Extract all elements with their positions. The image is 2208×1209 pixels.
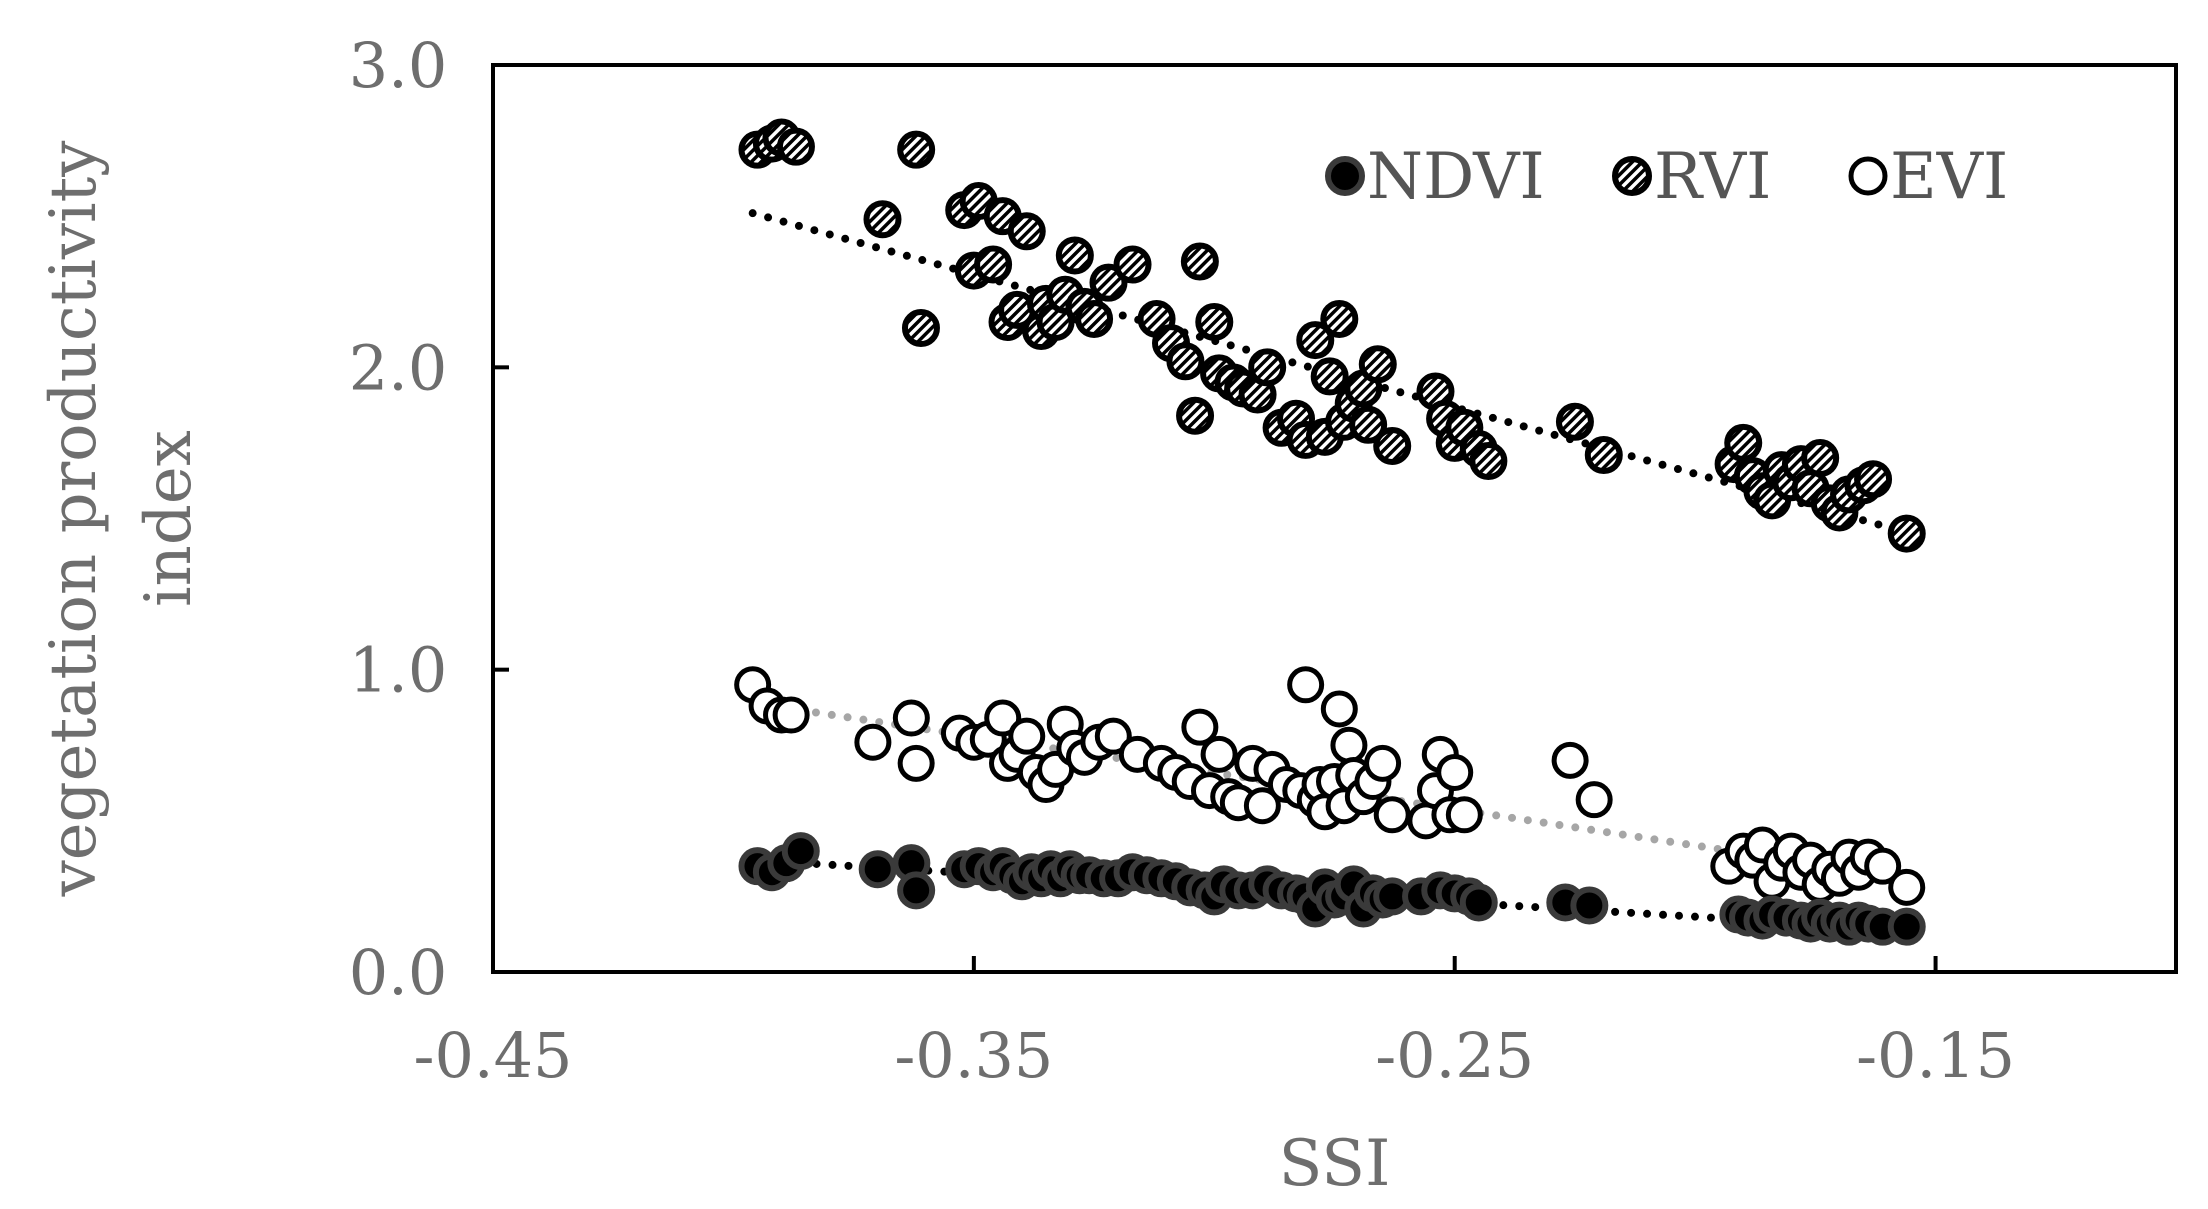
data-point-rvi [897,130,936,169]
legend-label-ndvi: NDVI [1367,140,1545,214]
data-point-evi [1575,781,1613,819]
x-tick-label: -0.35 [894,1019,1053,1092]
data-point-rvi [1887,514,1926,553]
axis-ticks: -0.45 -0.35 -0.25 -0.15 0.0 1.0 2.0 3.0 [349,29,2015,1092]
data-point-ndvi [858,850,897,889]
x-tick-label: -0.25 [1375,1019,1534,1092]
legend-marker-rvi [1612,156,1652,196]
data-point-ndvi [897,871,936,910]
data-point-rvi [1469,442,1508,481]
x-tick-label: -0.45 [414,1019,573,1092]
data-point-evi [897,744,935,782]
data-point-ndvi [1570,886,1609,925]
data-point-rvi [1373,426,1412,465]
legend-label-rvi: RVI [1654,140,1771,214]
data-point-rvi [1358,345,1397,384]
data-point-rvi [1854,460,1893,499]
data-point-evi [1364,744,1402,782]
plot-area-frame [491,63,2178,974]
data-point-rvi [1176,396,1215,435]
data-point-evi [1243,787,1281,825]
legend-marker-evi [1848,156,1888,196]
data-point-evi [1008,717,1046,755]
data-point-rvi [1349,405,1388,444]
data-point-evi [772,696,810,734]
data-point-rvi [1195,302,1234,341]
data-point-evi [1200,735,1238,773]
y-tick-label: 1.0 [349,634,448,707]
data-point-rvi [1320,299,1359,338]
x-axis-title: SSI [1279,1127,1391,1201]
data-point-evi [984,699,1022,737]
legend: NDVI RVI EVI [1325,140,2008,214]
data-point-evi [1436,753,1474,791]
data-point-evi [1888,868,1926,906]
x-tick-label: -0.15 [1856,1019,2015,1092]
y-tick-label: 2.0 [349,331,448,404]
data-point-rvi [901,309,940,348]
data-point-rvi [863,200,902,239]
legend-label-evi: EVI [1890,140,2008,214]
data-point-rvi [1801,439,1840,478]
data-point-rvi [1055,236,1094,275]
data-point-evi [1287,666,1325,704]
data-point-rvi [1724,423,1763,462]
data-point-evi [1864,847,1902,885]
data-point-rvi [1166,342,1205,381]
data-point-evi [1330,726,1368,764]
data-point-evi [892,699,930,737]
data-point-rvi [1310,357,1349,396]
data-point-rvi [1180,242,1219,281]
y-tick-label: 3.0 [349,29,448,102]
data-point-rvi [1296,321,1335,360]
data-point-rvi [1075,299,1114,338]
data-point-evi [1094,717,1132,755]
data-point-rvi [1248,348,1287,387]
series-rvi [738,118,1926,553]
y-axis-title-line-2: index [132,430,206,607]
data-point-evi [1445,796,1483,834]
legend-marker-ndvi [1325,156,1365,196]
data-point-rvi [776,127,815,166]
data-point-evi [1320,690,1358,728]
data-point-rvi [1007,212,1046,251]
data-point-evi [1551,741,1589,779]
y-axis-title-line-1: vegetation productivity [37,141,111,898]
data-point-rvi [974,245,1013,284]
y-tick-label: 0.0 [349,936,448,1009]
data-point-ndvi [1887,907,1926,946]
data-point-ndvi [781,832,820,871]
data-point-rvi [1584,436,1623,475]
data-point-rvi [1113,245,1152,284]
series-evi [734,666,1926,906]
data-point-rvi [1555,402,1594,441]
data-point-evi [1373,796,1411,834]
data-point-evi [1181,708,1219,746]
data-points [734,118,1926,946]
data-point-ndvi [1459,883,1498,922]
data-point-evi [854,723,892,761]
series-ndvi [738,832,1926,946]
